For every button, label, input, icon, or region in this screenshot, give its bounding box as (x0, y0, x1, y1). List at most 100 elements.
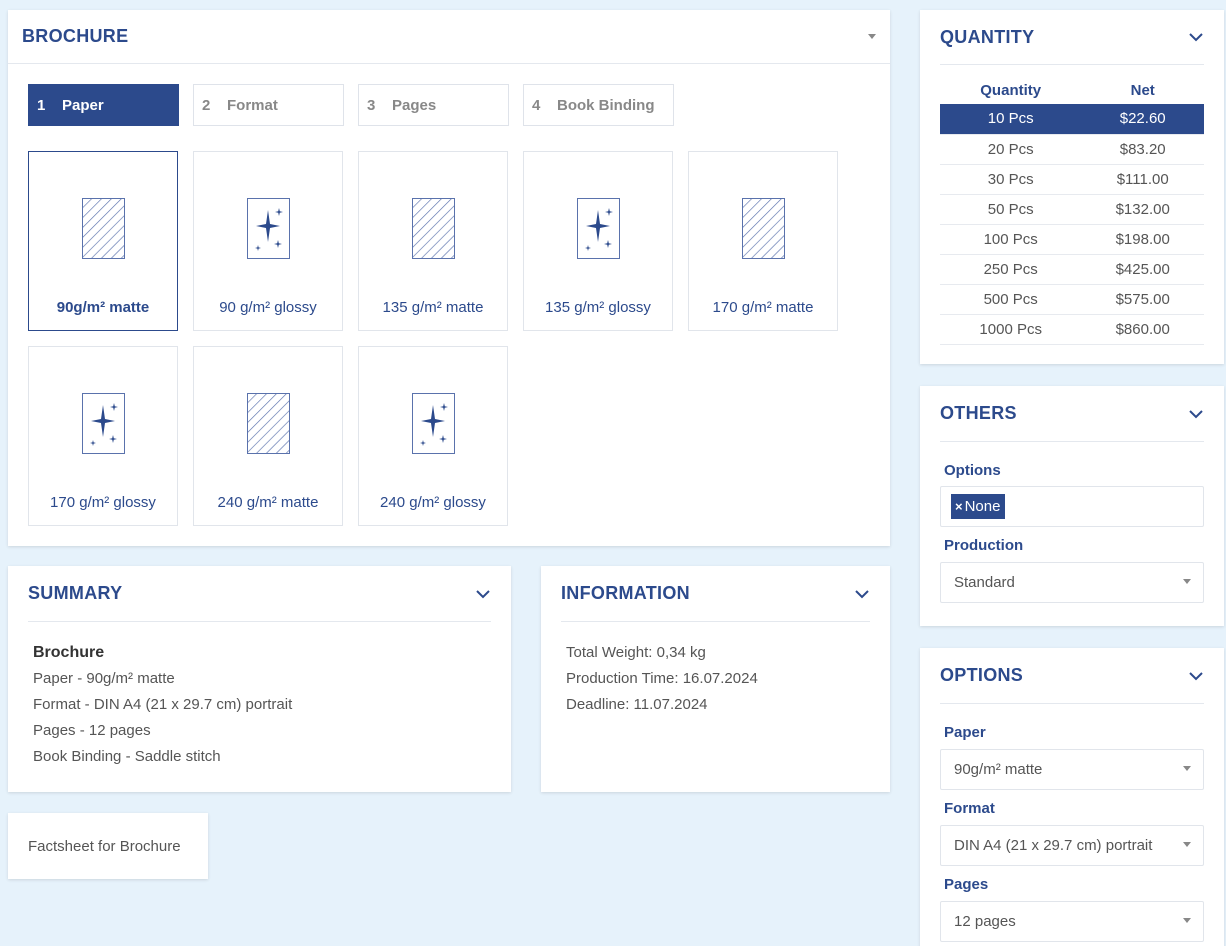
chevron-down-icon[interactable] (1188, 670, 1204, 682)
step-label: Pages (392, 96, 437, 114)
summary-header[interactable]: SUMMARY (28, 566, 491, 622)
net-cell: $83.20 (1081, 134, 1204, 165)
others-header[interactable]: OTHERS (940, 386, 1204, 442)
quantity-title: QUANTITY (940, 26, 1035, 47)
tab-pages[interactable]: 3 Pages (358, 84, 509, 126)
chip-label: None (964, 498, 1001, 515)
tab-format[interactable]: 2 Format (193, 84, 344, 126)
qty-cell: 30 Pcs (940, 164, 1082, 195)
qty-cell: 20 Pcs (940, 134, 1082, 165)
table-row[interactable]: 1000 Pcs $860.00 (940, 314, 1204, 345)
info-production-time: Production Time: 16.07.2024 (566, 670, 758, 687)
info-deadline: Deadline: 11.07.2024 (566, 696, 708, 713)
options-header[interactable]: OPTIONS (940, 648, 1204, 704)
chevron-down-icon[interactable] (1188, 31, 1204, 43)
paper-value: 90g/m² matte (954, 761, 1043, 778)
paper-option-90-glossy[interactable]: 90 g/m² glossy (193, 151, 343, 331)
column-header-quantity: Quantity (980, 82, 1042, 99)
information-header[interactable]: INFORMATION (561, 566, 870, 622)
format-select[interactable]: DIN A4 (21 x 29.7 cm) portrait (940, 825, 1204, 866)
summary-heading: Brochure (33, 644, 105, 661)
qty-cell: 50 Pcs (940, 194, 1082, 225)
pages-value: 12 pages (954, 913, 1016, 930)
caret-down-icon (1183, 918, 1191, 923)
column-header-net: Net (1130, 82, 1155, 99)
paper-option-label: 170 g/m² matte (712, 299, 814, 316)
options-multiselect[interactable]: × None (940, 486, 1204, 527)
net-cell: $425.00 (1081, 254, 1204, 285)
paper-option-240-matte[interactable]: 240 g/m² matte (193, 346, 343, 526)
qty-cell: 10 Pcs (940, 104, 1082, 135)
summary-line: Book Binding - Saddle stitch (33, 748, 221, 765)
tab-paper[interactable]: 1 Paper (28, 84, 179, 126)
step-label: Paper (62, 96, 104, 114)
paper-option-135-glossy[interactable]: 135 g/m² glossy (523, 151, 673, 331)
table-row[interactable]: 250 Pcs $425.00 (940, 254, 1204, 285)
paper-option-135-matte[interactable]: 135 g/m² matte (358, 151, 508, 331)
selected-chip[interactable]: × None (951, 494, 1006, 519)
table-row[interactable]: 20 Pcs $83.20 (940, 134, 1204, 165)
factsheet-button[interactable]: Factsheet for Brochure (8, 813, 208, 879)
paper-option-label: 135 g/m² glossy (545, 299, 651, 316)
table-row[interactable]: 500 Pcs $575.00 (940, 284, 1204, 315)
qty-cell: 100 Pcs (940, 224, 1082, 255)
glossy-paper-icon (82, 393, 125, 454)
paper-option-label: 90g/m² matte (56, 299, 150, 316)
glossy-paper-icon (412, 393, 455, 454)
glossy-paper-icon (577, 198, 620, 259)
chevron-down-icon[interactable] (1188, 408, 1204, 420)
table-row[interactable]: 10 Pcs $22.60 (940, 104, 1204, 135)
info-total-weight: Total Weight: 0,34 kg (566, 644, 706, 661)
net-cell: $22.60 (1081, 104, 1204, 135)
paper-option-170-glossy[interactable]: 170 g/m² glossy (28, 346, 178, 526)
quantity-price-table: Quantity Net 10 Pcs $22.60 20 Pcs $83.20 3… (940, 77, 1204, 345)
step-label: Book Binding (557, 96, 655, 114)
factsheet-label: Factsheet for Brochure (28, 837, 181, 855)
qty-cell: 250 Pcs (940, 254, 1082, 285)
summary-line: Paper - 90g/m² matte (33, 670, 175, 687)
matte-paper-icon (412, 198, 455, 259)
options-label: Options (944, 462, 1001, 479)
table-row[interactable]: 50 Pcs $132.00 (940, 194, 1204, 225)
caret-down-icon (1183, 842, 1191, 847)
production-select[interactable]: Standard (940, 562, 1204, 603)
caret-down-icon (1183, 579, 1191, 584)
net-cell: $132.00 (1081, 194, 1204, 225)
pages-select[interactable]: 12 pages (940, 901, 1204, 942)
qty-cell: 500 Pcs (940, 284, 1082, 315)
paper-option-170-matte[interactable]: 170 g/m² matte (688, 151, 838, 331)
matte-paper-icon (82, 198, 125, 259)
quantity-panel: QUANTITY Quantity Net 10 Pcs $22.60 20 Pc… (920, 10, 1224, 364)
format-label: Format (944, 800, 995, 817)
step-number: 1 (37, 96, 46, 114)
options-panel: OPTIONS Paper 90g/m² matte Format DIN A4… (920, 648, 1224, 946)
net-cell: $575.00 (1081, 284, 1204, 315)
summary-line: Format - DIN A4 (21 x 29.7 cm) portrait (33, 696, 293, 713)
options-title: OPTIONS (940, 665, 1024, 685)
step-tabs: 1 Paper 2 Format 3 Pages 4 Book Binding (28, 84, 674, 126)
paper-option-label: 240 g/m² matte (217, 494, 319, 511)
others-panel: OTHERS Options × None Production Standar… (920, 386, 1224, 626)
brochure-title: BROCHURE (22, 26, 129, 46)
quantity-header[interactable]: QUANTITY (940, 10, 1204, 65)
paper-option-90-matte[interactable]: 90g/m² matte (28, 151, 178, 331)
net-cell: $111.00 (1081, 164, 1204, 195)
tab-book-binding[interactable]: 4 Book Binding (523, 84, 674, 126)
brochure-header[interactable]: BROCHURE (8, 10, 890, 64)
production-value: Standard (954, 574, 1015, 591)
qty-cell: 1000 Pcs (940, 314, 1082, 345)
format-value: DIN A4 (21 x 29.7 cm) portrait (954, 837, 1153, 854)
paper-option-240-glossy[interactable]: 240 g/m² glossy (358, 346, 508, 526)
paper-label: Paper (944, 724, 986, 741)
table-row[interactable]: 100 Pcs $198.00 (940, 224, 1204, 255)
chevron-down-icon[interactable] (475, 588, 491, 600)
remove-icon[interactable]: × (955, 499, 963, 514)
step-label: Format (227, 96, 278, 114)
chevron-down-icon[interactable] (854, 588, 870, 600)
summary-line: Pages - 12 pages (33, 722, 151, 739)
caret-down-icon (1183, 766, 1191, 771)
paper-select[interactable]: 90g/m² matte (940, 749, 1204, 790)
table-row[interactable]: 30 Pcs $111.00 (940, 164, 1204, 195)
caret-down-icon[interactable] (868, 34, 876, 39)
glossy-paper-icon (247, 198, 290, 259)
